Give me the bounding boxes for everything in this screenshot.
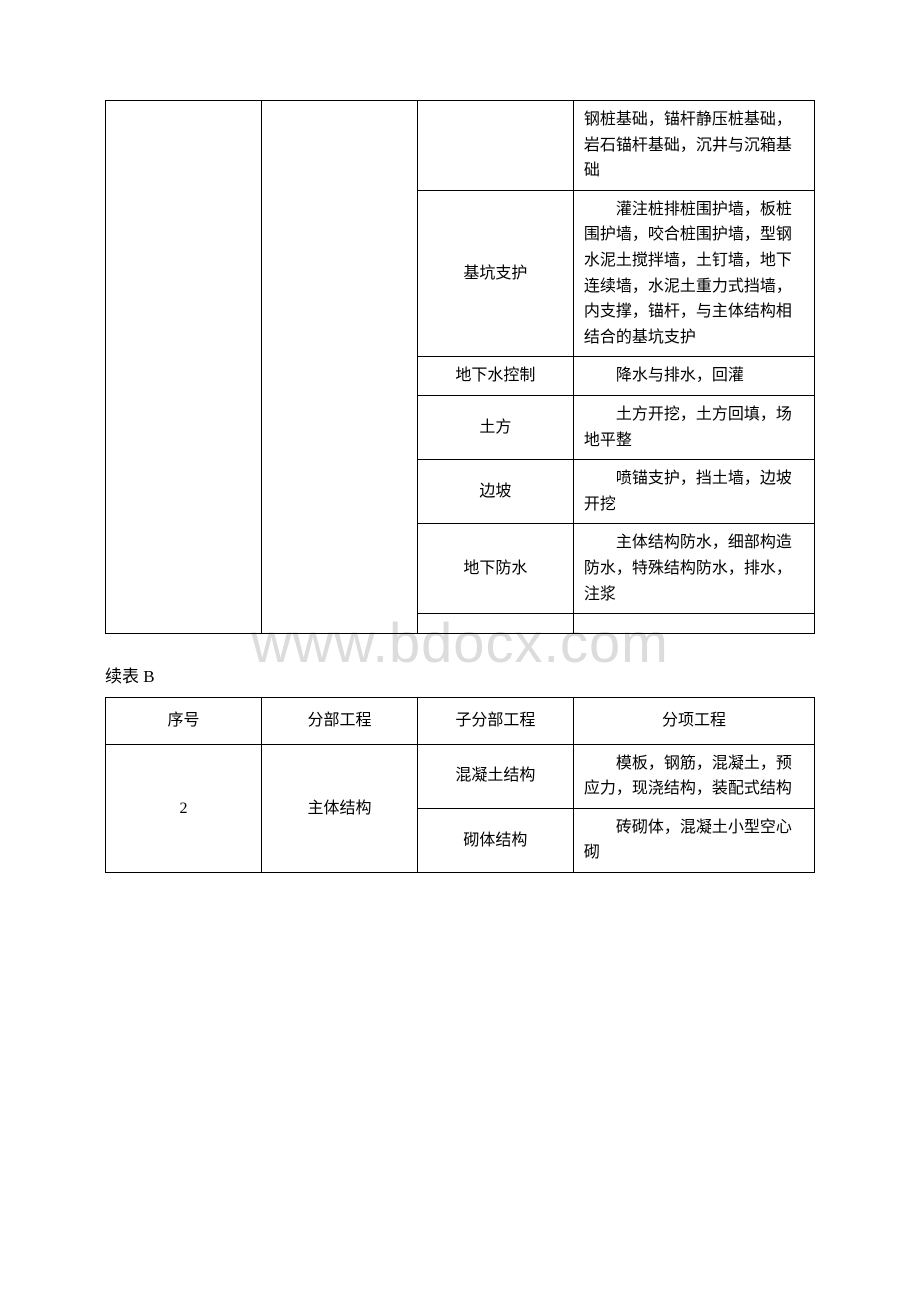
cell-detail: 模板，钢筋，混凝土，预应力，现浇结构，装配式结构 xyxy=(573,744,814,808)
cell-index: 2 xyxy=(106,744,262,872)
cell-sub: 土方 xyxy=(417,395,573,459)
cell-blank xyxy=(261,101,417,634)
header-cell: 序号 xyxy=(106,698,262,745)
cell-section: 主体结构 xyxy=(261,744,417,872)
cell-detail: 砖砌体，混凝土小型空心砌 xyxy=(573,808,814,872)
cell-detail: 降水与排水，回灌 xyxy=(573,357,814,396)
header-cell: 子分部工程 xyxy=(417,698,573,745)
table-2: 序号 分部工程 子分部工程 分项工程 2 主体结构 混凝土结构 模板，钢筋，混凝… xyxy=(105,697,815,873)
cell-sub: 边坡 xyxy=(417,460,573,524)
cell-sub xyxy=(417,101,573,191)
table-caption: 续表 B xyxy=(105,662,815,687)
cell-sub: 砌体结构 xyxy=(417,808,573,872)
cell-detail: 土方开挖，土方回填，场地平整 xyxy=(573,395,814,459)
header-cell: 分部工程 xyxy=(261,698,417,745)
cell-blank xyxy=(573,614,814,634)
table-row: 2 主体结构 混凝土结构 模板，钢筋，混凝土，预应力，现浇结构，装配式结构 xyxy=(106,744,815,808)
cell-sub: 地下防水 xyxy=(417,524,573,614)
cell-detail: 主体结构防水，细部构造防水，特殊结构防水，排水，注浆 xyxy=(573,524,814,614)
table-1: 钢桩基础，锚杆静压桩基础，岩石锚杆基础，沉井与沉箱基础 基坑支护 灌注桩排桩围护… xyxy=(105,100,815,634)
cell-detail: 钢桩基础，锚杆静压桩基础，岩石锚杆基础，沉井与沉箱基础 xyxy=(573,101,814,191)
cell-sub: 混凝土结构 xyxy=(417,744,573,808)
cell-blank xyxy=(417,614,573,634)
cell-sub: 基坑支护 xyxy=(417,190,573,357)
table-row: 钢桩基础，锚杆静压桩基础，岩石锚杆基础，沉井与沉箱基础 xyxy=(106,101,815,191)
cell-blank xyxy=(106,101,262,634)
cell-sub: 地下水控制 xyxy=(417,357,573,396)
table-header-row: 序号 分部工程 子分部工程 分项工程 xyxy=(106,698,815,745)
cell-detail: 灌注桩排桩围护墙，板桩围护墙，咬合桩围护墙，型钢水泥土搅拌墙，土钉墙，地下连续墙… xyxy=(573,190,814,357)
header-cell: 分项工程 xyxy=(573,698,814,745)
cell-detail: 喷锚支护，挡土墙，边坡开挖 xyxy=(573,460,814,524)
